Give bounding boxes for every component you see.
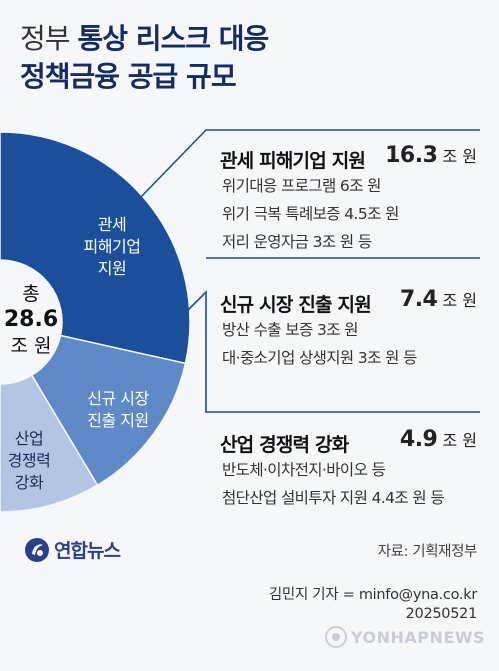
detail-item: 대·중소기업 상생지원 3조 원 등 [222, 349, 417, 367]
total-label: 총 28.6 조 원 [2, 282, 60, 358]
yonhap-watermark-icon [325, 626, 347, 648]
section-2-details: 방산 수출 보증 3조 원 대·중소기업 상생지원 3조 원 등 [222, 316, 417, 372]
slice-label-3-line: 산업 [14, 429, 44, 448]
total-value: 28.6 [3, 307, 59, 332]
slice-label-2-line: 신규 시장 [87, 389, 149, 408]
connector-line-1 [137, 129, 480, 201]
section-2-unit: 조 원 [442, 291, 477, 310]
section-1-details: 위기대응 프로그램 6조 원 위기 극복 특례보증 4.5조 원 저리 운영자금… [222, 172, 399, 256]
section-2-title: 신규 시장 진출 지원 [220, 294, 372, 316]
section-2-amount: 7.4 조 원 [400, 287, 477, 312]
detail-item: 방산 수출 보증 3조 원 [222, 321, 358, 339]
yonhap-watermark: YONHAPNEWS [325, 626, 485, 648]
slice-label-1-line: 지원 [97, 259, 127, 278]
watermark-text: YONHAPNEWS [351, 627, 485, 647]
section-3-amount: 4.9 조 원 [400, 427, 477, 452]
section-1-title: 관세 피해기업 지원 [220, 150, 366, 172]
title-prefix: 정부 [20, 22, 71, 55]
title-line2: 정책금융 공급 규모 [20, 60, 237, 93]
pie-slice-2 [30, 334, 187, 487]
page-title: 정부 통상 리스크 대응 정책금융 공급 규모 [20, 20, 269, 96]
detail-item: 위기대응 프로그램 6조 원 [222, 177, 381, 195]
date-stamp: 20250521 [405, 606, 478, 622]
source-note: 자료: 기획재정부 [377, 544, 478, 560]
connector-line-2 [185, 290, 480, 413]
slice-label-2: 신규 시장 진출 지원 [68, 388, 168, 432]
detail-item: 첨단산업 설비투자 지원 4.4조 원 등 [222, 489, 445, 507]
reporter-line: 김민지 기자 = minfo@yna.co.kr [268, 587, 477, 603]
slice-label-3-line: 경쟁력 [7, 451, 51, 470]
pie-slice-1 [0, 131, 191, 365]
yonhap-logo: 연합뉴스 [24, 536, 121, 563]
slice-label-1: 관세 피해기업 지원 [60, 214, 164, 280]
section-3-unit: 조 원 [442, 431, 477, 450]
detail-item: 위기 극복 특례보증 4.5조 원 [222, 205, 399, 223]
slice-label-3: 산업 경쟁력 강화 [0, 428, 58, 494]
total-unit: 조 원 [10, 335, 52, 357]
section-1-amount: 16.3 조 원 [385, 143, 477, 168]
logo-text: 연합뉴스 [54, 540, 121, 562]
yonhap-logo-icon [25, 537, 49, 562]
section-2-value: 7.4 [399, 287, 438, 312]
total-prefix: 총 [22, 283, 40, 305]
section-3-details: 반도체·이차전지·바이오 등 첨단산업 설비투자 지원 4.4조 원 등 [222, 456, 445, 512]
section-1-value: 16.3 [385, 143, 438, 168]
slice-label-3-line: 강화 [14, 473, 44, 492]
reporter-credit: 김민지 기자 = minfo@yna.co.kr 20250521 [269, 586, 477, 624]
detail-item: 반도체·이차전지·바이오 등 [222, 461, 386, 479]
slice-label-2-line: 진출 지원 [87, 411, 149, 430]
section-3-title: 산업 경쟁력 강화 [220, 434, 349, 456]
title-main: 통상 리스크 대응 [77, 22, 269, 55]
slice-label-1-line: 피해기업 [83, 237, 141, 256]
slice-label-1-line: 관세 [97, 215, 127, 234]
section-3-value: 4.9 [399, 427, 438, 452]
section-1-unit: 조 원 [442, 147, 477, 166]
pie-slice-3 [0, 374, 99, 513]
detail-item: 저리 운영자금 3조 원 등 [222, 233, 372, 251]
